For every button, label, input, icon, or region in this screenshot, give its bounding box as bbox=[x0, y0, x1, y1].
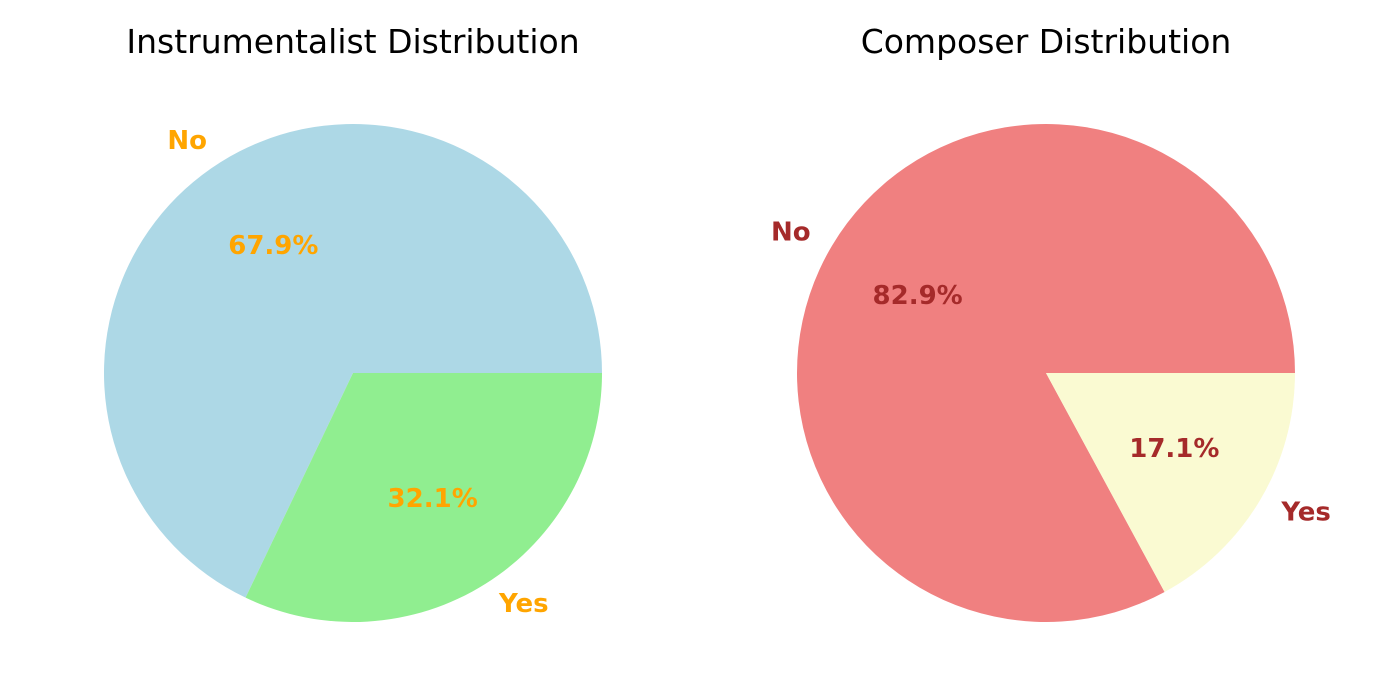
slice-label-yes: Yes bbox=[1280, 498, 1331, 528]
slice-label-no: No bbox=[771, 217, 811, 247]
slice-percent-yes: 32.1% bbox=[388, 484, 478, 514]
slice-label-no: No bbox=[167, 126, 207, 156]
pie-slice-yes bbox=[245, 373, 602, 622]
chart-title-composer: Composer Distribution bbox=[860, 22, 1232, 61]
pie-slice-yes bbox=[1046, 373, 1295, 592]
slice-label-yes: Yes bbox=[498, 589, 549, 619]
slice-percent-no: 67.9% bbox=[228, 231, 318, 261]
pie-1: No 82.9% Yes 17.1% bbox=[771, 123, 1331, 622]
pie-slice-no bbox=[103, 123, 603, 598]
chart-title-instrumentalist: Instrumentalist Distribution bbox=[126, 22, 580, 61]
slice-percent-no: 82.9% bbox=[873, 281, 963, 311]
pie-slice-no bbox=[796, 123, 1295, 622]
pie-0: No 67.9% Yes 32.1% bbox=[103, 123, 603, 622]
slice-percent-yes: 17.1% bbox=[1129, 434, 1219, 464]
